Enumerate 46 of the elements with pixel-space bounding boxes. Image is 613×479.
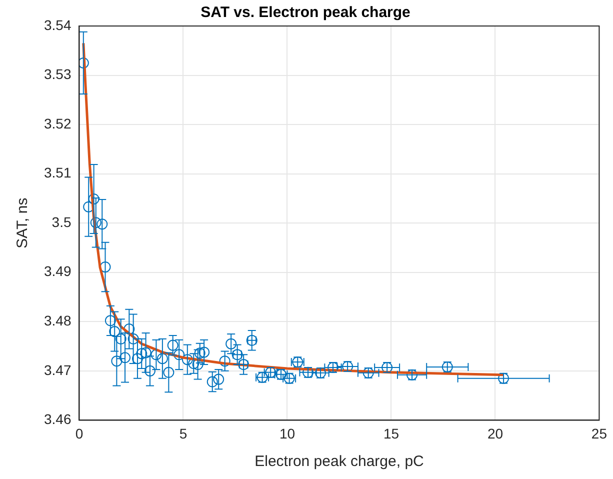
point [167,340,178,351]
point [136,348,148,360]
y-tick-label: 3.54 [44,16,72,33]
x-axis-title: Electron peak charge, pC [254,453,424,470]
y-axis-title: SAT, ns [14,198,32,248]
chart-title: SAT vs. Electron peak charge [200,4,410,22]
x-tick-label: 20 [487,425,504,442]
y-tick-label: 3.48 [44,312,72,329]
x-tick-label: 25 [591,425,608,442]
point [140,347,152,358]
point [120,352,131,364]
point [79,57,89,68]
point [156,353,168,364]
y-tick-label: 3.52 [44,115,72,132]
x-tick-label: 15 [383,425,400,442]
point [111,356,122,367]
y-tick-label: 3.53 [44,66,72,82]
point [226,338,237,350]
point [124,324,135,335]
point [198,346,210,358]
point [213,374,224,385]
point [194,348,206,359]
point [206,376,218,388]
point [100,261,111,272]
point [192,359,204,370]
point [96,218,108,230]
point [144,365,156,376]
y-tick-label: 3.46 [44,411,72,428]
x-tick-label: 5 [179,425,188,442]
point [182,354,193,366]
point [109,326,120,338]
point [128,333,139,344]
y-tick-label: 3.51 [44,164,72,181]
y-tick-label: 3.49 [44,263,72,280]
point [174,349,185,360]
x-tick-label: 0 [75,425,84,442]
point [104,315,116,326]
x-tick-label: 10 [279,425,296,442]
point [219,356,230,367]
point [132,353,143,364]
y-tick-label: 3.47 [44,362,72,378]
point [90,217,102,228]
point [115,333,126,344]
point [163,366,174,378]
point [88,193,100,204]
y-tick-label: 3.5 [52,214,72,230]
